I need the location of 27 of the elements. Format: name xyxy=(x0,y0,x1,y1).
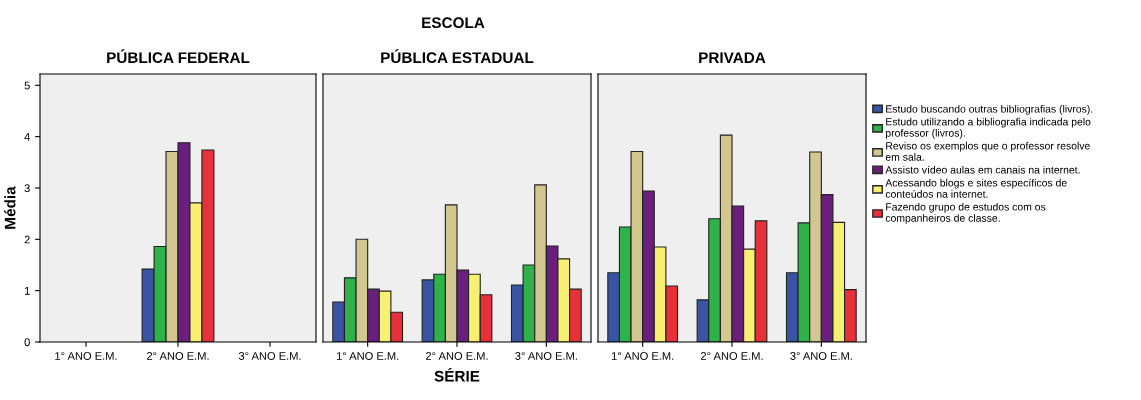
y-axis-title: Média xyxy=(4,186,16,229)
chart-title: PÚBLICA ESTADUAL xyxy=(381,49,534,64)
legend-label: Assisto vídeo aulas em canais na internet. xyxy=(885,165,1080,174)
legend-label: Fazendo grupo de estudos com os companheiros de classe. xyxy=(885,202,1046,224)
x-tick-label: 1° ANO E.M. xyxy=(611,352,674,360)
chart-title: PÚBLICA FEDERAL xyxy=(107,49,250,64)
text: ESCOLA xyxy=(422,17,485,29)
legend-label: Estudo utilizando a bibliografia indicada pelo professor (livros). xyxy=(886,117,1091,139)
x-tick-label: 3° ANO E.M. xyxy=(790,352,852,360)
x-tick-label: 3° ANO E.M. xyxy=(515,352,577,360)
x-tick-label: 3° ANO E.M. xyxy=(238,352,301,360)
y-tick-label: 0 xyxy=(24,338,30,347)
x-tick-label: 2° ANO E.M. xyxy=(426,352,488,360)
x-tick-label: 2° ANO E.M. xyxy=(147,352,209,360)
x-tick-label: 1° ANO E.M. xyxy=(336,352,399,360)
y-tick-label: 5 xyxy=(24,81,30,90)
y-tick-label: 2 xyxy=(24,235,30,244)
legend-label: Reviso os exemplos que o professor resolve em sala. xyxy=(885,141,1090,161)
x-tick-label: 1° ANO E.M. xyxy=(55,352,117,360)
legend-label: Acessando blogs e sites específicos de conteúdos na internet. xyxy=(885,178,1067,198)
y-tick-label: 4 xyxy=(24,133,30,141)
legend-label: Estudo buscando outras bibliografias (livros). xyxy=(886,104,1093,115)
x-axis-title: SÉRIE xyxy=(434,367,480,382)
x-tick-label: 2° ANO E.M. xyxy=(701,352,763,360)
chart-title: PRIVADA xyxy=(699,52,766,63)
y-tick-label: 3 xyxy=(24,184,30,193)
y-tick-label: 1 xyxy=(24,287,30,295)
